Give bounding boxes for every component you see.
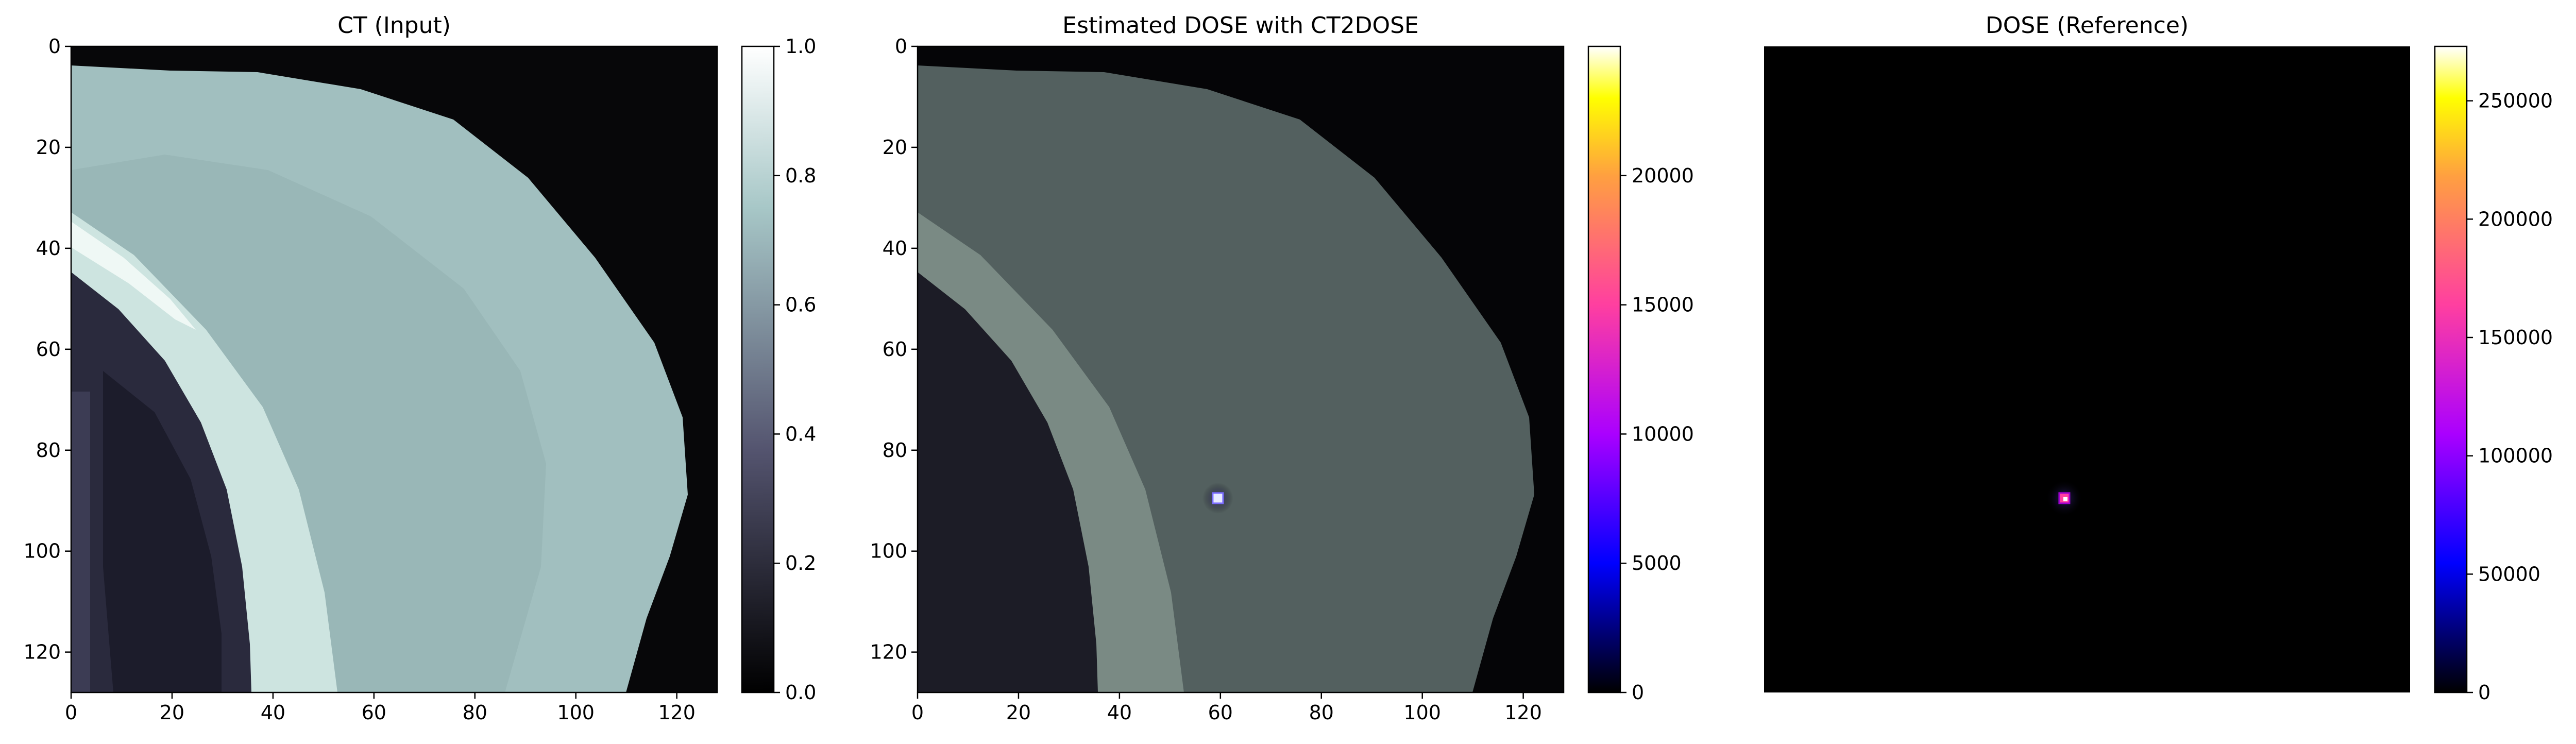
estimated-dose-image bbox=[918, 46, 1564, 692]
colorbar-tick-label: 0 bbox=[2478, 681, 2490, 704]
x-tick-label: 0 bbox=[911, 701, 924, 724]
x-tick-label: 40 bbox=[1107, 701, 1132, 724]
y-tick-label: 40 bbox=[883, 237, 907, 260]
x-tick-label: 120 bbox=[1504, 701, 1542, 724]
dose-hotspot-core bbox=[2063, 497, 2067, 501]
x-tick-label: 20 bbox=[1006, 701, 1031, 724]
colorbar-tick-label: 250000 bbox=[2478, 90, 2553, 112]
ct-rib-bright bbox=[71, 222, 196, 330]
y-tick-label: 100 bbox=[23, 540, 61, 563]
y-tick-label: 120 bbox=[870, 641, 907, 664]
y-tick-label: 60 bbox=[883, 338, 907, 361]
colorbar-tick-label: 15000 bbox=[1632, 294, 1694, 316]
colorbar-tick-label: 50000 bbox=[2478, 563, 2540, 585]
colorbar bbox=[2434, 45, 2468, 694]
x-tick-label: 60 bbox=[362, 701, 386, 724]
colorbar-tick-label: 20000 bbox=[1632, 164, 1694, 187]
x-tick-label: 60 bbox=[1208, 701, 1233, 724]
panel-reference-dose: DOSE (Reference) 0 50000 100000 150000 20000… bbox=[1764, 12, 2553, 704]
colorbar-tick-label: 0 bbox=[1632, 681, 1644, 704]
colorbar-ticks: 0 50000 100000 150000 200000 250000 bbox=[2467, 90, 2553, 704]
axes-frame bbox=[70, 45, 718, 694]
colorbar-tick-label: 0.0 bbox=[785, 681, 816, 704]
colorbar bbox=[741, 45, 775, 694]
y-tick-label: 80 bbox=[36, 439, 61, 462]
x-tick-label: 80 bbox=[463, 701, 487, 724]
colorbar-tick-label: 200000 bbox=[2478, 208, 2553, 230]
x-tick-label: 120 bbox=[658, 701, 696, 724]
y-tick-label: 0 bbox=[48, 35, 61, 58]
colorbar-tick-label: 0.8 bbox=[785, 164, 816, 187]
colorbar-tick-label: 1.0 bbox=[785, 35, 816, 58]
panel-estimated-dose: Estimated DOSE with CT2DOSE 0 20 40 60 80 100… bbox=[870, 12, 1693, 724]
panel-title: CT (Input) bbox=[337, 12, 451, 39]
y-tick-label: 40 bbox=[36, 237, 61, 260]
y-tick-label: 60 bbox=[36, 338, 61, 361]
x-tick-label: 0 bbox=[65, 701, 77, 724]
ct-image bbox=[71, 46, 717, 692]
colorbar-tick-label: 0.4 bbox=[785, 422, 816, 445]
y-tick-label: 100 bbox=[870, 540, 907, 563]
ct-lung-edge bbox=[71, 392, 90, 692]
y-tick-label: 120 bbox=[23, 641, 61, 664]
x-tick-label: 80 bbox=[1309, 701, 1334, 724]
colorbar-tick-label: 10000 bbox=[1632, 422, 1694, 445]
axis-ticks: 0 20 40 60 80 100 120 0 20 40 60 80 100 120 bbox=[870, 35, 1541, 724]
y-tick-label: 20 bbox=[883, 136, 907, 159]
colorbar bbox=[1587, 45, 1621, 694]
axes-frame bbox=[917, 45, 1565, 694]
x-tick-label: 100 bbox=[557, 701, 595, 724]
x-tick-label: 40 bbox=[261, 701, 285, 724]
x-tick-label: 20 bbox=[160, 701, 184, 724]
colorbar-tick-label: 0.6 bbox=[785, 294, 816, 316]
panel-title: DOSE (Reference) bbox=[1986, 12, 2189, 39]
colorbar-ticks: 0 5000 10000 15000 20000 bbox=[1620, 164, 1694, 704]
panel-title: Estimated DOSE with CT2DOSE bbox=[1062, 12, 1419, 39]
colorbar-tick-label: 5000 bbox=[1632, 552, 1682, 574]
colorbar-tick-label: 100000 bbox=[2478, 445, 2553, 467]
x-tick-label: 100 bbox=[1403, 701, 1441, 724]
colorbar-tick-label: 150000 bbox=[2478, 326, 2553, 349]
colorbar-ticks: 0.0 0.2 0.4 0.6 0.8 1.0 bbox=[774, 35, 816, 704]
dose-hotspot bbox=[1212, 492, 1224, 504]
ct-lung-dark bbox=[103, 371, 222, 692]
ct-lung-overlay bbox=[918, 272, 1098, 692]
panel-ct-input: CT (Input) 0 20 40 60 80 100 120 0 20 40 60 80 100 12… bbox=[23, 12, 816, 724]
y-tick-label: 0 bbox=[895, 35, 907, 58]
reference-dose-image bbox=[1764, 46, 2410, 692]
axis-ticks: 0 20 40 60 80 100 120 0 20 40 60 80 100 120 bbox=[23, 35, 695, 724]
y-tick-label: 20 bbox=[36, 136, 61, 159]
colorbar-tick-label: 0.2 bbox=[785, 552, 816, 574]
y-tick-label: 80 bbox=[883, 439, 907, 462]
